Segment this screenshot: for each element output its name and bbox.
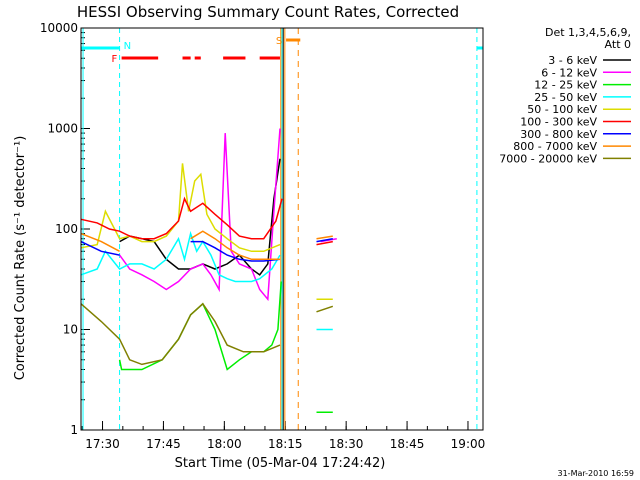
legend-label: 6 - 12 keV — [541, 66, 597, 79]
x-tick-label: 18:15 — [268, 437, 303, 451]
y-tick-label: 10000 — [40, 21, 78, 35]
flag-label-n: N — [124, 41, 131, 52]
legend-header-line: Det 1,3,4,5,6,9, — [545, 26, 631, 39]
series-line — [190, 240, 281, 262]
legend-label: 100 - 300 keV — [520, 116, 597, 129]
x-tick-label: 18:00 — [207, 437, 242, 451]
series-line — [80, 163, 281, 253]
flag-label-s: S — [276, 36, 282, 47]
y-tick-label: 1000 — [47, 122, 78, 136]
y-tick-label: 100 — [55, 222, 78, 236]
legend-label: 800 - 7000 keV — [513, 140, 597, 153]
series-line — [118, 128, 281, 302]
footer-date: 31-Mar-2010 16:59 — [558, 469, 635, 478]
series-line — [80, 302, 281, 366]
y-axis-label-text: Corrected Count Rate (s⁻¹ detector⁻¹) — [13, 136, 28, 381]
flag-label-f: F — [111, 54, 117, 65]
series-line — [80, 232, 120, 252]
series-line — [80, 230, 281, 283]
series-line — [80, 240, 120, 256]
plot-frame — [80, 27, 484, 431]
x-tick-label: 18:30 — [329, 437, 364, 451]
y-tick-label: 10 — [63, 323, 78, 337]
x-axis-label: Start Time (05-Mar-04 17:24:42) — [175, 456, 386, 471]
legend-label: 12 - 25 keV — [534, 79, 597, 92]
legend-label: 50 - 100 keV — [527, 103, 597, 116]
series-line — [80, 196, 283, 240]
series-line — [118, 281, 282, 371]
series-line — [316, 305, 334, 313]
x-tick-label: 17:30 — [85, 437, 120, 451]
series-line — [316, 235, 333, 240]
series-line — [190, 230, 280, 261]
legend-label: 300 - 800 keV — [520, 128, 597, 141]
legend-label: 25 - 50 keV — [534, 91, 597, 104]
series-line — [119, 158, 281, 276]
x-tick-label: 17:45 — [146, 437, 181, 451]
y-axis-label: Corrected Count Rate (s⁻¹ detector⁻¹) — [13, 136, 28, 381]
y-tick-label: 1 — [70, 423, 78, 437]
x-tick-label: 19:00 — [451, 437, 486, 451]
series-line — [316, 240, 333, 246]
legend-label: 7000 - 20000 keV — [499, 152, 597, 165]
x-tick-label: 18:45 — [390, 437, 425, 451]
plot-layer: 1 10 100 1000 10000 17:30 17:45 18:00 18:15 18:30… — [40, 21, 485, 451]
chart-title: HESSI Observing Summary Count Rates, Cor… — [77, 3, 459, 21]
legend-label: 3 - 6 keV — [548, 54, 597, 67]
series-line — [316, 237, 333, 243]
legend-header-line: Att 0 — [605, 38, 631, 51]
